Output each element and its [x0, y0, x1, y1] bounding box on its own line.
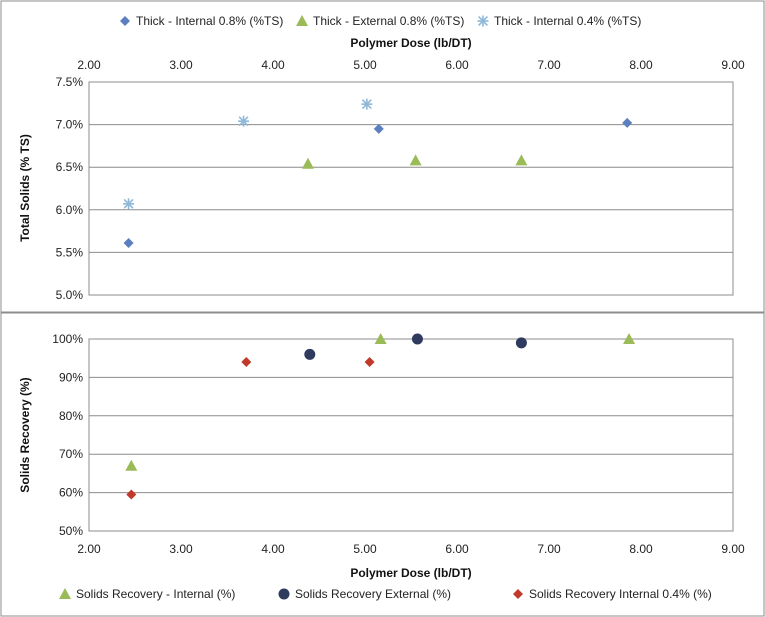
x-tick-label: 9.00: [721, 542, 745, 556]
legend-item: Thick - External 0.8% (%TS): [296, 14, 464, 28]
legend-item: Solids Recovery External (%): [278, 587, 451, 601]
x-tick-label: 5.00: [353, 58, 377, 72]
bottom-y-tick-labels: 50% 60% 70% 80% 90% 100%: [52, 332, 83, 538]
y-tick-label: 5.0%: [56, 288, 84, 302]
legend-marker: [278, 588, 290, 600]
top-gridlines: [89, 124, 733, 253]
data-point: [622, 117, 633, 128]
top-plot-area: [88, 81, 734, 296]
legend-label: Thick - Internal 0.8% (%TS): [136, 14, 283, 28]
data-point: [123, 198, 135, 210]
y-tick-label: 70%: [59, 447, 83, 461]
bottom-x-tick-labels: 2.00 3.00 4.00 5.00 6.00 7.00 8.00 9.00: [77, 542, 745, 556]
legend-marker: [477, 15, 489, 27]
y-tick-label: 80%: [59, 409, 83, 423]
legend-item: Thick - Internal 0.8% (%TS): [120, 14, 283, 28]
y-tick-label: 100%: [52, 332, 83, 346]
x-tick-label: 2.00: [77, 542, 101, 556]
data-point: [364, 357, 375, 368]
legend-marker: [120, 16, 130, 26]
x-tick-label: 4.00: [261, 58, 285, 72]
data-point: [125, 459, 138, 471]
y-tick-label: 6.0%: [56, 203, 84, 217]
x-tick-label: 6.00: [445, 58, 469, 72]
legend-label: Thick - Internal 0.4% (%TS): [494, 14, 641, 28]
legend-label: Thick - External 0.8% (%TS): [313, 14, 464, 28]
y-tick-label: 90%: [59, 370, 83, 384]
legend-marker: [296, 15, 308, 26]
data-point: [515, 154, 528, 166]
y-tick-label: 7.5%: [56, 75, 84, 89]
x-tick-label: 4.00: [261, 542, 285, 556]
top-legend: Thick - Internal 0.8% (%TS) Thick - Exter…: [120, 14, 641, 28]
data-point: [304, 348, 316, 360]
data-point: [374, 333, 387, 344]
x-tick-label: 7.00: [537, 542, 561, 556]
bottom-legend: Solids Recovery - Internal (%) Solids Rec…: [59, 587, 712, 601]
top-chart-border: [0, 0, 765, 313]
legend-item: Solids Recovery - Internal (%): [59, 587, 235, 601]
data-point: [409, 154, 422, 166]
top-chart: 2.00 3.00 4.00 5.00 6.00 7.00 8.00 9.00 5.0% 5.5…: [0, 0, 765, 313]
x-tick-label: 2.00: [77, 58, 101, 72]
data-point: [126, 489, 137, 500]
legend-item: Solids Recovery Internal 0.4% (%): [513, 587, 712, 601]
x-tick-label: 5.00: [353, 542, 377, 556]
x-tick-label: 8.00: [629, 58, 653, 72]
top-x-axis-title: Polymer Dose (lb/DT): [350, 36, 471, 50]
bottom-chart: 2.00 3.00 4.00 5.00 6.00 7.00 8.00 9.00 50% 60% 7…: [0, 312, 765, 617]
data-point: [361, 98, 373, 110]
legend-label: Solids Recovery External (%): [295, 587, 451, 601]
top-data-points: [123, 98, 633, 249]
bottom-data-points: [125, 333, 636, 500]
data-point: [411, 333, 423, 345]
legend-marker: [513, 589, 523, 599]
legend-label: Solids Recovery Internal 0.4% (%): [529, 587, 712, 601]
bottom-x-axis-title: Polymer Dose (lb/DT): [350, 566, 471, 580]
y-tick-label: 60%: [59, 486, 83, 500]
top-y-axis-title: Total Solids (% TS): [18, 134, 32, 242]
bottom-chart-border: [0, 312, 765, 617]
x-tick-label: 8.00: [629, 542, 653, 556]
y-tick-label: 50%: [59, 524, 83, 538]
y-tick-label: 6.5%: [56, 160, 84, 174]
legend-item: Thick - Internal 0.4% (%TS): [477, 14, 641, 28]
data-point: [241, 357, 252, 368]
data-point: [515, 337, 527, 349]
top-x-tick-labels: 2.00 3.00 4.00 5.00 6.00 7.00 8.00 9.00: [77, 58, 745, 72]
top-y-tick-labels: 5.0% 5.5% 6.0% 6.5% 7.0% 7.5%: [56, 75, 84, 302]
legend-label: Solids Recovery - Internal (%): [76, 587, 235, 601]
y-tick-label: 7.0%: [56, 118, 84, 132]
bottom-plot-area: [88, 338, 734, 532]
x-tick-label: 6.00: [445, 542, 469, 556]
data-point: [373, 123, 384, 134]
legend-marker: [59, 588, 71, 599]
x-tick-label: 3.00: [169, 58, 193, 72]
y-tick-label: 5.5%: [56, 245, 84, 259]
data-point: [301, 157, 314, 169]
data-point: [238, 115, 250, 127]
x-tick-label: 3.00: [169, 542, 193, 556]
data-point: [123, 238, 134, 249]
data-point: [623, 333, 636, 344]
bottom-gridlines: [89, 376, 733, 494]
x-tick-label: 9.00: [721, 58, 745, 72]
x-tick-label: 7.00: [537, 58, 561, 72]
bottom-y-axis-title: Solids Recovery (%): [18, 377, 32, 492]
